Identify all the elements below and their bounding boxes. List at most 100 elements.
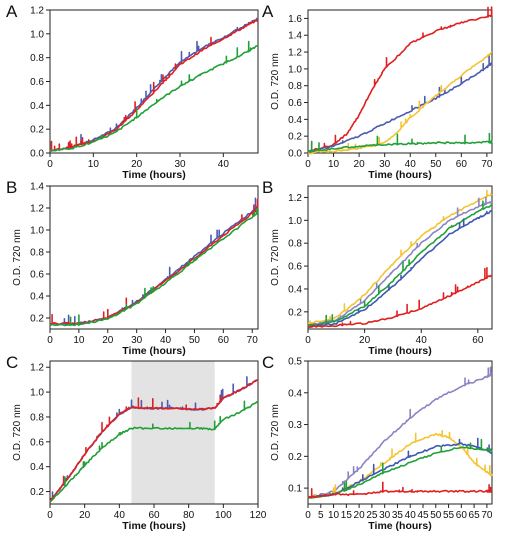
panel-4-ytick-label: 1.4	[288, 31, 302, 42]
panel-2-plot-frame	[49, 185, 259, 330]
panel-5-ytick-label: 1.0	[288, 216, 302, 227]
panel-2-series-line-3	[49, 207, 259, 327]
panel-2-ylabel: O.D. 720 nm	[12, 229, 23, 286]
panel-4-xtick-label: 70	[481, 159, 493, 170]
panel-4-ytick-label: 0.4	[288, 115, 302, 126]
panel-5-series-line-4	[307, 210, 493, 328]
panel-6-series-line-5	[307, 481, 493, 498]
panel-4-xtick-label: 20	[354, 159, 366, 170]
panel-4-ytick-label: 1.2	[288, 48, 302, 59]
panel-1-xtick-label: 40	[218, 159, 230, 170]
panel-5-series-line-2	[307, 196, 493, 327]
panel-5-series-line-1	[307, 189, 493, 325]
panel-5-xtick-label: 40	[416, 335, 428, 346]
panel-1-plot-frame	[49, 9, 259, 154]
panel-6-ytick-label: 0.5	[288, 357, 302, 368]
panel-3-xtick-label: 60	[148, 510, 160, 521]
panel-4-xlabel: Time (hours)	[368, 169, 431, 181]
panel-2-series-line-2	[49, 198, 259, 326]
panel-2-xtick-label: 40	[160, 335, 172, 346]
panel-5-xtick-label: 60	[472, 335, 484, 346]
panel-2-xlabel: Time (hours)	[122, 345, 185, 357]
panel-2-ytick-label: 0.2	[30, 314, 44, 325]
panel-6-ytick-label: 0.2	[288, 452, 302, 463]
panel-3-ytick-label: 0.6	[30, 437, 44, 448]
panel-4-xtick-label: 30	[379, 159, 391, 170]
panel-3-ytick-label: 0.2	[30, 487, 44, 498]
panel-2-xtick-label: 10	[73, 335, 85, 346]
panel-2-xtick-label: 60	[218, 335, 230, 346]
panel-6-xtick-label: 15	[341, 510, 353, 521]
panel-3-series-line-3	[49, 400, 259, 502]
panel-6-xlabel: Time (hours)	[368, 520, 431, 531]
panel-6-ytick-label: 0.4	[288, 388, 302, 399]
panel-2-ytick-label: 1.4	[30, 182, 44, 193]
panel-label-left-a: A	[6, 2, 18, 21]
panel-1-ytick-label: 0.6	[30, 77, 44, 88]
panel-1-series-line-2	[49, 19, 259, 152]
panel-5-ytick-label: 1.2	[288, 193, 302, 204]
panel-3-ytick-label: 1.2	[30, 363, 44, 374]
panel-4-ylabel: O.D. 720 nm	[270, 53, 281, 110]
panel-1-xtick-label: 10	[88, 159, 100, 170]
panel-5-series-line-5	[307, 267, 493, 328]
panel-1-ytick-label: 0.8	[30, 53, 44, 64]
panel-1-xtick-label: 30	[174, 159, 186, 170]
panel-5-xtick-label: 20	[359, 335, 371, 346]
panel-5-ytick-label: 0.6	[288, 262, 302, 273]
panel-1-ytick-label: 0.4	[30, 101, 44, 112]
panel-4-ytick-label: 0.2	[288, 132, 302, 143]
panel-1-xlabel: Time (hours)	[122, 169, 185, 181]
panel-6-xtick-label: 30	[379, 510, 391, 521]
panel-3-ytick-label: 0.8	[30, 412, 44, 423]
panel-2-xtick-label: 0	[47, 335, 53, 346]
panel-4-xtick-label: 40	[405, 159, 417, 170]
panel-6-xtick-label: 40	[405, 510, 417, 521]
panel-4-series-line-4	[307, 132, 493, 153]
panel-5-series-line-3	[307, 200, 493, 327]
panel-6-xtick-label: 25	[366, 510, 378, 521]
panel-1-xtick-label: 20	[131, 159, 143, 170]
panel-6-xtick-label: 20	[354, 510, 366, 521]
panel-3-series-line-2	[49, 378, 259, 503]
panel-4-xtick-label: 50	[430, 159, 442, 170]
panel-3-shaded-region	[131, 361, 215, 504]
panel-4-xtick-label: 60	[456, 159, 468, 170]
panel-6-xtick-label: 50	[430, 510, 442, 521]
panel-4-xtick-label: 0	[305, 159, 311, 170]
panel-6-ytick-label: 0.3	[288, 420, 302, 431]
panel-2-xtick-label: 30	[131, 335, 143, 346]
panel-6-xtick-label: 10	[328, 510, 340, 521]
panel-3-ytick-label: 1.0	[30, 388, 44, 399]
panel-6-ylabel: O.D. 720 nm	[270, 404, 281, 461]
panel-6-xtick-label: 65	[469, 510, 481, 521]
panel-5-xtick-label: 0	[305, 335, 311, 346]
panel-3-xtick-label: 80	[183, 510, 195, 521]
panel-3-xtick-label: 120	[250, 510, 267, 521]
panel-4-ytick-label: 1.6	[288, 14, 302, 25]
panel-label-right-a: A	[262, 2, 274, 21]
panel-3-xtick-label: 100	[215, 510, 232, 521]
panel-6-xtick-label: 35	[392, 510, 404, 521]
panel-2-ytick-label: 0.4	[30, 292, 44, 303]
panel-3-xtick-label: 40	[114, 510, 126, 521]
panel-1-series-line-3	[49, 40, 258, 152]
panel-3-ylabel: O.D. 720 nm	[12, 404, 23, 461]
panel-2-ytick-label: 0.8	[30, 248, 44, 259]
panel-2-xtick-label: 20	[102, 335, 114, 346]
panel-2-xtick-label: 50	[189, 335, 201, 346]
panel-label-left-b: B	[6, 178, 18, 197]
panel-4-ytick-label: 1.0	[288, 64, 302, 75]
panel-2-ytick-label: 1.0	[30, 226, 44, 237]
panel-1-ytick-label: 1.2	[30, 6, 44, 17]
panel-4-series-line-3	[307, 51, 493, 155]
panel-6-xtick-label: 55	[443, 510, 455, 521]
panel-5-ytick-label: 0.2	[288, 307, 302, 318]
panel-6-ytick-label: 0.1	[288, 484, 302, 495]
panel-6-xtick-label: 60	[456, 510, 468, 521]
panel-2-ytick-label: 0.6	[30, 270, 44, 281]
panel-label-left-c: C	[6, 353, 19, 372]
panel-6-series-line-4	[307, 438, 493, 499]
